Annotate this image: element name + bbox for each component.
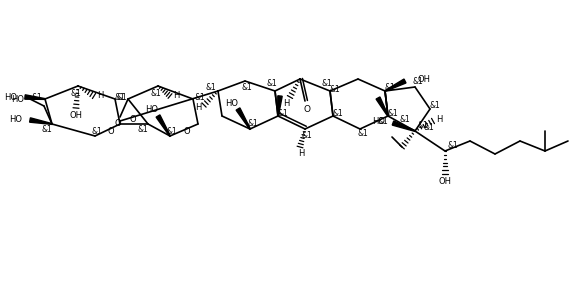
Polygon shape [392,121,415,131]
Text: O: O [304,104,310,114]
Text: &1: &1 [378,117,388,126]
Text: &1: &1 [447,141,458,150]
Polygon shape [385,79,406,91]
Text: O: O [108,127,114,137]
Polygon shape [25,95,45,99]
Text: OH: OH [417,74,430,83]
Text: &1: &1 [358,129,369,138]
Text: H: H [436,115,442,123]
Text: HO: HO [4,92,17,101]
Polygon shape [236,108,250,129]
Text: H: H [283,98,289,108]
Text: &1: &1 [151,89,162,98]
Text: &1: &1 [32,92,43,101]
Text: &1: &1 [388,109,398,118]
Text: &1: &1 [400,115,411,123]
Text: &1: &1 [278,109,289,118]
Text: O: O [183,127,190,137]
Text: OH: OH [70,112,82,120]
Text: &1: &1 [91,126,102,135]
Text: &1: &1 [332,109,343,118]
Text: &1: &1 [329,85,340,94]
Text: &1: &1 [114,92,125,101]
Text: &1: &1 [71,89,82,98]
Polygon shape [278,96,282,116]
Text: &1: &1 [248,120,258,129]
Text: &1: &1 [385,83,396,92]
Text: HO: HO [372,118,385,126]
Polygon shape [29,118,52,124]
Text: H: H [97,91,103,100]
Text: HO: HO [9,115,22,123]
Polygon shape [376,97,388,116]
Text: &1: &1 [194,92,205,101]
Text: HO: HO [225,98,239,108]
Text: OH: OH [439,178,451,187]
Text: &1: &1 [267,80,277,89]
Text: &1: &1 [137,124,148,133]
Text: HO: HO [145,106,159,115]
Text: &1: &1 [321,80,332,89]
Text: &1: &1 [302,130,312,140]
Text: &1: &1 [424,123,434,132]
Text: H: H [195,103,201,112]
Text: &1: &1 [41,124,52,133]
Text: &1: &1 [206,83,216,92]
Text: H: H [173,91,179,100]
Text: H: H [298,149,304,158]
Text: &1: &1 [417,121,428,130]
Text: &1: &1 [413,77,423,86]
Text: O: O [130,115,136,124]
Text: HO: HO [11,94,24,103]
Polygon shape [156,115,170,136]
Text: &1: &1 [430,101,440,111]
Text: &1: &1 [242,83,252,92]
Text: &1: &1 [117,92,128,101]
Text: O: O [114,118,121,127]
Text: &1: &1 [167,126,177,135]
